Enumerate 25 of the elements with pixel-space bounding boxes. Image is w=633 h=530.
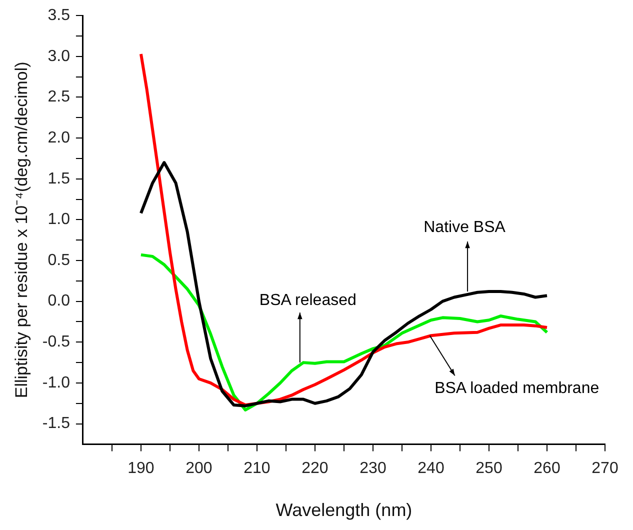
y-axis-title: Elliptisity per residue x 10⁻⁴(deg.cm/decimol) — [12, 62, 31, 398]
x-tick-label: 250 — [476, 460, 502, 478]
x-tick-label: 190 — [128, 460, 154, 478]
annotation: BSA released — [259, 292, 356, 309]
x-tick-label: 270 — [592, 460, 618, 478]
y-tick-label: 0.0 — [48, 292, 70, 310]
x-tick-label: 260 — [534, 460, 560, 478]
y-tick-label: 3.5 — [48, 7, 70, 24]
y-tick-label: 2.5 — [48, 88, 70, 106]
annotation: BSA loaded membrane — [434, 380, 600, 398]
y-tick-label: -1.0 — [42, 374, 70, 392]
y-tick-label: 1.5 — [48, 170, 70, 188]
x-tick-label: 230 — [360, 460, 386, 478]
y-tick-label: 2.0 — [48, 129, 70, 146]
annotation: Native BSA — [424, 218, 506, 236]
y-tick-label: 0.5 — [48, 252, 70, 269]
x-tick-label: 200 — [186, 460, 212, 478]
x-axis-title: Wavelength (nm) — [276, 500, 412, 520]
x-tick-label: 220 — [302, 460, 328, 478]
x-tick-label: 240 — [418, 460, 444, 478]
y-tick-label: 3.0 — [48, 48, 70, 65]
x-tick-label: 210 — [244, 460, 270, 478]
y-tick-label: 1.0 — [48, 211, 70, 228]
y-tick-label: -1.5 — [42, 415, 70, 432]
y-tick-label: -0.5 — [42, 334, 70, 351]
